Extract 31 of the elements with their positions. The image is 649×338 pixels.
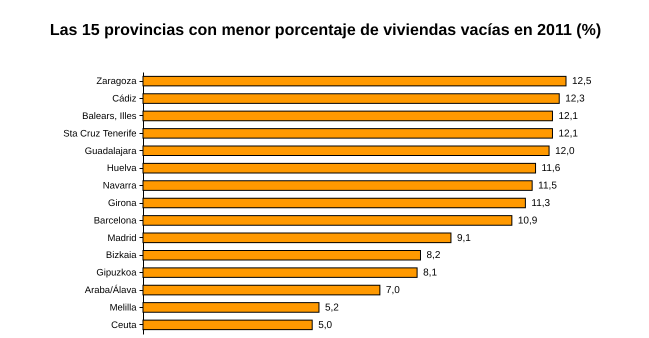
data-label: 12,1 (558, 110, 578, 122)
y-tick-label: Guadalajara (84, 146, 138, 157)
y-tick-label: Sta Cruz Tenerife (63, 128, 136, 140)
chart-title: Las 15 provincias con menor porcentaje de viviendas vacías en 2011 (%) (50, 22, 602, 39)
data-label: 12,5 (572, 76, 592, 88)
data-label: 12,1 (558, 128, 578, 140)
data-label: 12,0 (555, 146, 575, 157)
data-label: 7,0 (386, 285, 400, 296)
data-label: 5,0 (318, 320, 333, 331)
y-tick-label: Araba/Álava (84, 284, 138, 296)
data-label: 5,2 (324, 302, 340, 314)
data-label: 8,1 (423, 268, 438, 279)
data-label: 8,2 (426, 250, 441, 262)
data-label: 11,3 (531, 198, 551, 209)
y-tick-label: Madrid (107, 232, 136, 244)
data-label: 12,3 (565, 94, 586, 105)
data-label: 10,9 (518, 215, 538, 226)
y-tick-label: Balears, Illes (82, 110, 137, 122)
data-label: 9,1 (456, 232, 472, 244)
data-label: 11,5 (538, 180, 558, 192)
y-tick-label: Cádiz (112, 94, 137, 105)
y-tick-label: Melilla (110, 302, 138, 314)
y-tick-label: Bizkaia (106, 250, 138, 262)
y-tick-label: Barcelona (94, 215, 138, 226)
y-tick-label: Huelva (106, 163, 138, 174)
y-tick-label: Girona (108, 198, 138, 209)
y-tick-label: Zaragoza (96, 76, 138, 88)
y-tick-label: Gipuzkoa (96, 268, 138, 279)
y-tick-label: Navarra (102, 180, 138, 192)
y-tick-label: Ceuta (111, 320, 138, 331)
data-label: 11,6 (542, 163, 561, 174)
